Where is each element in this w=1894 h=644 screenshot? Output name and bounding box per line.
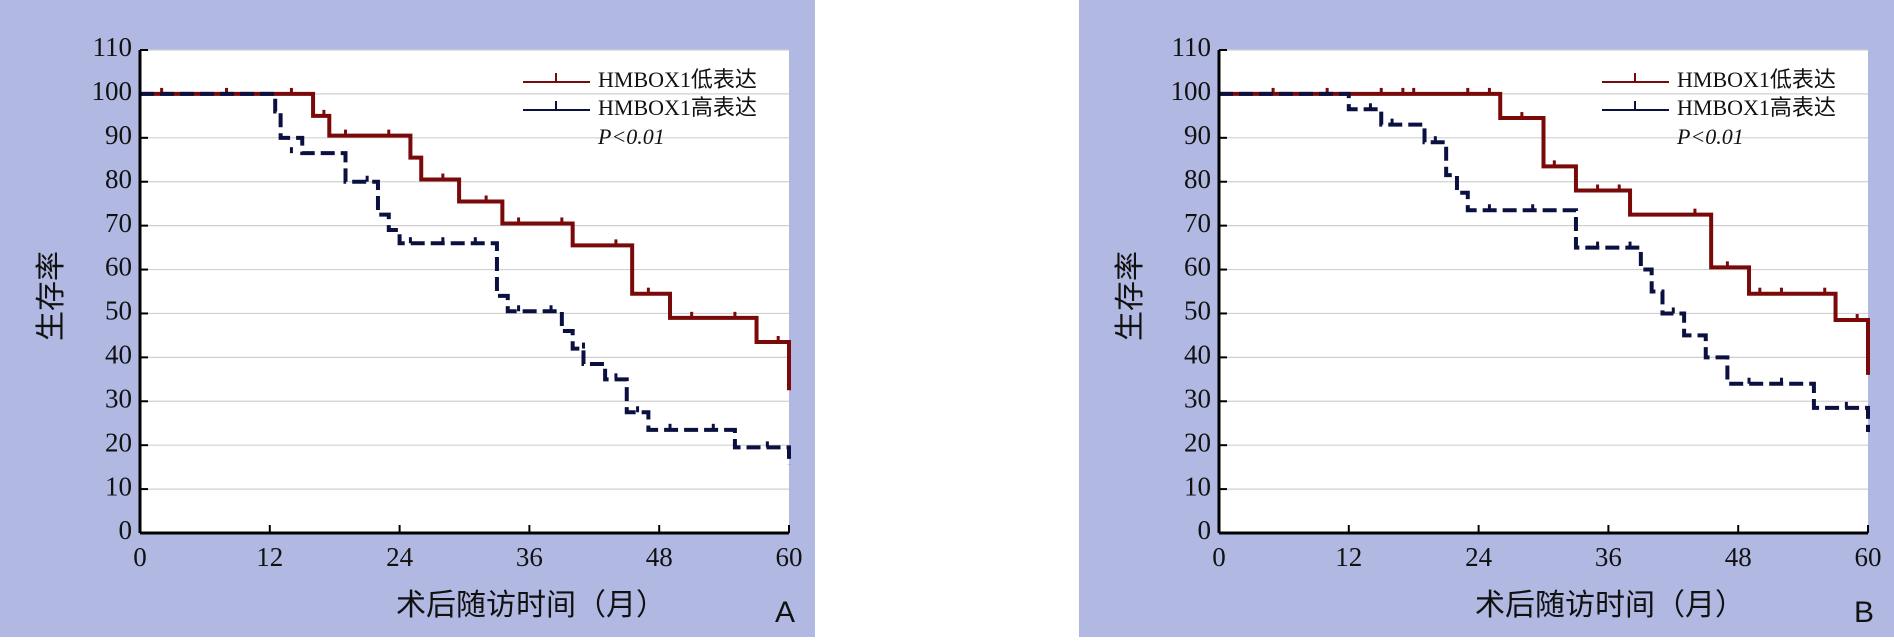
y-tick-label: 70 — [1184, 208, 1211, 238]
y-tick-label: 80 — [1184, 164, 1211, 194]
survival-curve — [140, 91, 791, 465]
x-tick-label: 60 — [1855, 542, 1882, 572]
x-tick-label: 48 — [1725, 542, 1752, 572]
x-tick-label: 36 — [1595, 542, 1622, 572]
y-tick-label: 10 — [105, 471, 132, 501]
annotation: P<0.01 — [1676, 124, 1744, 149]
panel-label: B — [1854, 596, 1874, 629]
x-tick-label: 0 — [133, 542, 147, 572]
plot-area — [140, 50, 789, 533]
y-tick-label: 60 — [1184, 252, 1211, 282]
x-tick-label: 24 — [386, 542, 414, 572]
legend-label: HMBOX1高表达 — [1677, 95, 1836, 120]
x-tick-label: 12 — [256, 542, 283, 572]
y-tick-label: 40 — [1184, 340, 1211, 370]
y-tick-label: 30 — [105, 383, 132, 413]
survival-curve — [1219, 91, 1870, 375]
x-tick-label: 48 — [646, 542, 673, 572]
y-tick-label: 50 — [1184, 296, 1211, 326]
y-tick-label: 20 — [105, 427, 132, 457]
x-tick-label: 12 — [1335, 542, 1362, 572]
y-tick-label: 30 — [1184, 383, 1211, 413]
x-tick-label: 36 — [516, 542, 543, 572]
panel: 0 10 20 30 40 50 60 70 80 90 100 110 0 12 24 36 48 60 HMBO… — [1079, 0, 1894, 637]
legend-label: HMBOX1低表达 — [1677, 67, 1836, 92]
y-tick-label: 100 — [1171, 76, 1212, 106]
y-tick-label: 90 — [105, 120, 132, 150]
annotation: P<0.01 — [597, 124, 665, 149]
y-tick-label: 50 — [105, 296, 132, 326]
legend-label: HMBOX1高表达 — [598, 95, 757, 120]
y-axis-label: 生存率 — [35, 251, 68, 341]
y-tick-label: 70 — [105, 208, 132, 238]
survival-curve — [140, 91, 791, 391]
y-tick-label: 10 — [1184, 471, 1211, 501]
x-axis-label: 术后随访时间（月） — [396, 589, 666, 622]
survival-curve — [1219, 91, 1870, 433]
y-tick-label: 0 — [119, 515, 133, 545]
y-tick-label: 60 — [105, 252, 132, 282]
x-tick-label: 60 — [776, 542, 803, 572]
y-tick-label: 0 — [1198, 515, 1212, 545]
x-axis-label: 术后随访时间（月） — [1475, 589, 1745, 622]
x-tick-label: 0 — [1212, 542, 1226, 572]
y-axis-label: 生存率 — [1114, 251, 1147, 341]
x-tick-label: 24 — [1465, 542, 1493, 572]
y-tick-label: 100 — [92, 76, 133, 106]
y-tick-label: 90 — [1184, 120, 1211, 150]
legend-label: HMBOX1低表达 — [598, 67, 757, 92]
y-tick-label: 40 — [105, 340, 132, 370]
y-tick-label: 80 — [105, 164, 132, 194]
panel: 0 10 20 30 40 50 60 70 80 90 100 110 0 12 24 36 48 60 HMBO… — [0, 0, 815, 637]
y-tick-label: 110 — [1172, 32, 1212, 62]
panel-label: A — [775, 596, 795, 629]
y-tick-label: 110 — [93, 32, 133, 62]
y-tick-label: 20 — [1184, 427, 1211, 457]
